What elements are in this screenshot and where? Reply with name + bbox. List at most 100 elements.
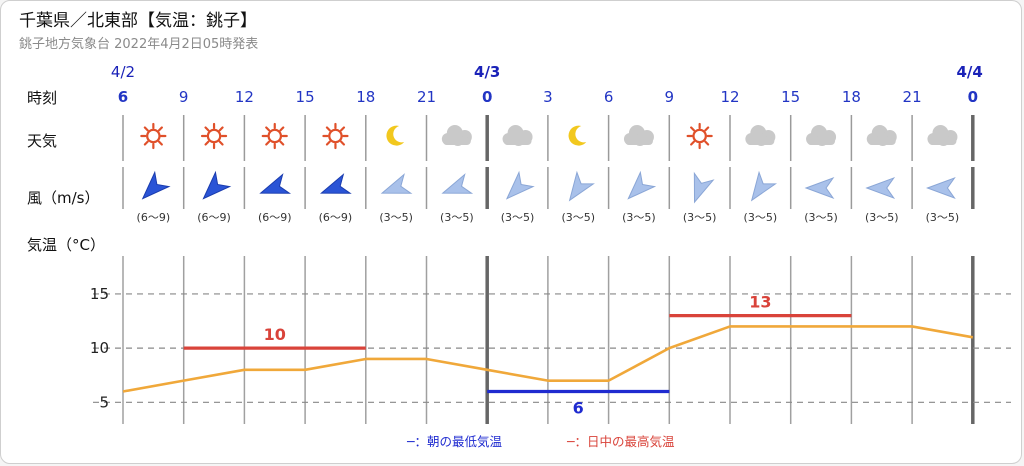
hour-label: 3 (543, 88, 553, 106)
moon-star (387, 133, 392, 137)
cloud-icon (623, 125, 654, 146)
wind-speed-label: (3〜5) (622, 211, 656, 224)
legend-min: ─：朝の最低気温 (407, 434, 503, 449)
sun-ray (690, 126, 696, 132)
wind-arrow-shape (320, 173, 352, 194)
wind-arrow-icon (926, 176, 956, 200)
sun-ray (143, 140, 149, 146)
moon-crescent (386, 125, 405, 146)
min-temp-label: 6 (573, 398, 584, 417)
wind-speed-label: (3〜5) (865, 211, 899, 224)
sun-ray (325, 140, 331, 146)
wind-arrow-shape (804, 176, 835, 200)
moon-star (569, 133, 574, 137)
wind-speed-label: (3〜5) (561, 211, 595, 224)
sun-disc (328, 128, 343, 144)
hour-label: 0 (968, 88, 978, 106)
y-tick-label: 10 (90, 339, 109, 357)
cloud-icon (806, 125, 837, 146)
sun-icon (200, 122, 228, 150)
weather-row-label: 天気 (27, 132, 58, 150)
moon-icon (568, 125, 587, 146)
y-tick-label: 15 (90, 285, 109, 303)
moon-crescent (568, 125, 587, 146)
hour-label: 18 (356, 88, 375, 106)
wind-row-label: 風（m/s） (27, 189, 100, 207)
wind-arrow-icon (320, 173, 352, 194)
sun-ray (325, 126, 331, 132)
wind-arrow-icon (380, 173, 413, 194)
sun-ray (265, 126, 271, 132)
cloud-base (928, 137, 957, 145)
sun-ray (340, 126, 346, 132)
max-temp-label: 13 (749, 293, 771, 312)
wind-arrow-icon (141, 170, 171, 200)
date-label: 4/2 (111, 63, 135, 81)
wind-arrow-shape (627, 170, 657, 200)
wind-arrow-shape (568, 170, 595, 202)
hour-label: 6 (118, 88, 128, 106)
sun-ray (690, 140, 696, 146)
wind-arrow-icon (505, 170, 535, 200)
date-label: 4/3 (474, 63, 500, 81)
cloud-icon (745, 125, 776, 146)
sun-disc (146, 128, 161, 144)
wind-arrow-icon (804, 176, 835, 200)
wind-arrow-icon (627, 170, 657, 200)
sun-disc (267, 128, 283, 144)
hour-label: 12 (720, 88, 739, 106)
hour-label: 12 (235, 88, 254, 106)
hour-label: 21 (903, 88, 922, 106)
moon-icon (386, 125, 405, 146)
cloud-base (624, 137, 653, 145)
hour-label: 15 (296, 88, 315, 106)
page-title: 千葉県／北東部【気温：銚子】 (19, 11, 257, 31)
cloud-base (442, 137, 471, 145)
wind-arrow-icon (750, 170, 778, 202)
hour-label: 18 (842, 88, 861, 106)
sun-ray (204, 126, 210, 132)
wind-speed-label: (3〜5) (744, 211, 778, 224)
wind-arrow-shape (202, 170, 232, 200)
wind-arrow-shape (865, 176, 896, 200)
wind-speed-label: (6〜9) (319, 211, 353, 224)
wind-speed-label: (3〜5) (440, 211, 474, 224)
wind-arrow-icon (202, 170, 232, 200)
temperature-series-line (122, 325, 974, 393)
sun-ray (218, 140, 224, 146)
sun-icon (261, 122, 288, 150)
sun-ray (157, 126, 163, 132)
sun-ray (157, 140, 163, 146)
wind-arrow-icon (441, 173, 474, 194)
sun-disc (206, 128, 222, 144)
cloud-icon (441, 125, 472, 146)
legend-max: ─：日中の最高気温 (567, 434, 675, 449)
hour-label: 21 (417, 88, 436, 106)
sun-icon (322, 122, 349, 150)
wind-speed-label: (3〜5) (926, 211, 960, 224)
wind-arrow-shape (380, 173, 413, 194)
sun-ray (218, 126, 224, 132)
wind-arrow-shape (750, 170, 778, 202)
sun-ray (143, 126, 149, 132)
wind-arrow-icon (865, 176, 896, 200)
sun-ray (704, 126, 710, 132)
wind-arrow-shape (693, 171, 715, 204)
sun-ray (265, 140, 271, 146)
hour-label: 6 (604, 88, 614, 106)
sun-disc (692, 128, 707, 144)
wind-speed-label: (6〜9) (258, 211, 292, 224)
hour-label: 0 (482, 88, 492, 106)
cloud-base (503, 137, 532, 145)
cloud-icon (866, 125, 897, 146)
wind-arrow-shape (505, 170, 535, 200)
wind-speed-label: (3〜5) (379, 211, 413, 224)
cloud-base (807, 137, 836, 145)
y-tick-label: 5 (99, 393, 109, 411)
wind-arrow-icon (259, 173, 292, 194)
wind-speed-label: (3〜5) (804, 211, 838, 224)
wind-arrow-icon (693, 171, 715, 204)
cloud-base (746, 137, 775, 145)
wind-arrow-icon (568, 170, 595, 202)
